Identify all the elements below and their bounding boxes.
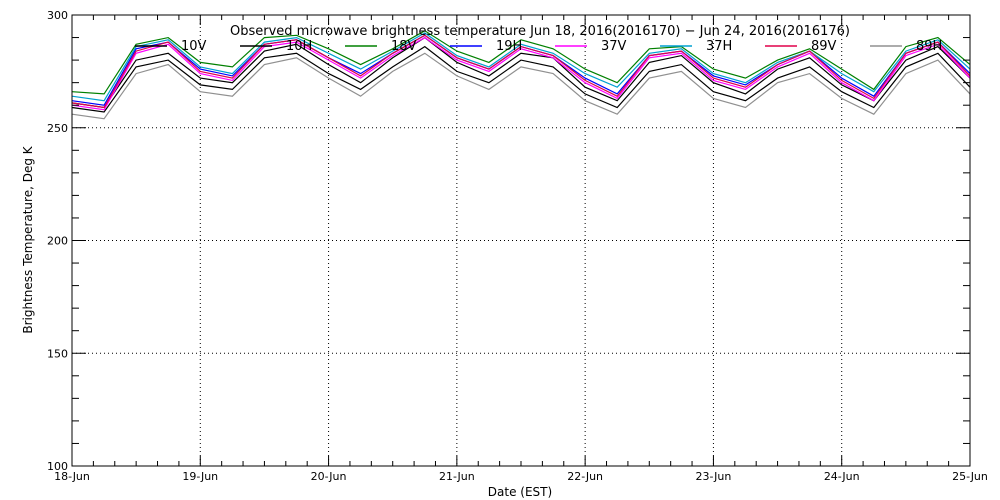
x-tick-label: 22-Jun (567, 470, 603, 483)
legend-label-10v: 10V (181, 39, 207, 54)
chart-title: Observed microwave brightness temperatur… (230, 24, 850, 39)
x-axis-label: Date (EST) (488, 485, 552, 499)
y-tick-label: 150 (47, 347, 68, 360)
x-tick-label: 23-Jun (696, 470, 732, 483)
x-tick-label: 19-Jun (182, 470, 218, 483)
series-line-10v (71, 36, 971, 109)
x-tick-label: 20-Jun (311, 470, 347, 483)
x-tick-label: 18-Jun (54, 470, 90, 483)
series-line-89v (71, 34, 971, 109)
y-tick-label: 250 (47, 122, 68, 135)
legend-label-89h: 89H (916, 39, 942, 54)
y-tick-label: 100 (47, 460, 68, 473)
series-line-37v (71, 36, 971, 111)
x-tick-label: 25-Jun (952, 470, 988, 483)
legend: 10V 10H 18V 19H 37V 37H 89V 89H (135, 39, 942, 54)
grid-lines (72, 15, 970, 466)
series-lines (71, 30, 971, 120)
legend-label-37v: 37V (601, 39, 627, 54)
legend-label-18v: 18V (391, 39, 417, 54)
series-line-37h (71, 32, 971, 102)
legend-label-10h: 10H (286, 39, 312, 54)
legend-label-89v: 89V (811, 39, 837, 54)
legend-label-37h: 37H (706, 39, 732, 54)
legend-label-19h: 19H (496, 39, 522, 54)
series-line-89h (71, 52, 971, 120)
y-tick-label: 300 (47, 9, 68, 22)
series-line-10h (71, 45, 971, 113)
y-tick-label: 200 (47, 235, 68, 248)
y-axis-label: Brightness Temperature, Deg K (21, 145, 35, 333)
x-tick-label: 24-Jun (824, 470, 860, 483)
x-tick-label: 21-Jun (439, 470, 475, 483)
series-line-18v (71, 30, 971, 95)
axis-ticks: 100 150 200 250 300 18-Jun 19-Jun 20-Jun 21-Jun 2… (47, 9, 988, 483)
